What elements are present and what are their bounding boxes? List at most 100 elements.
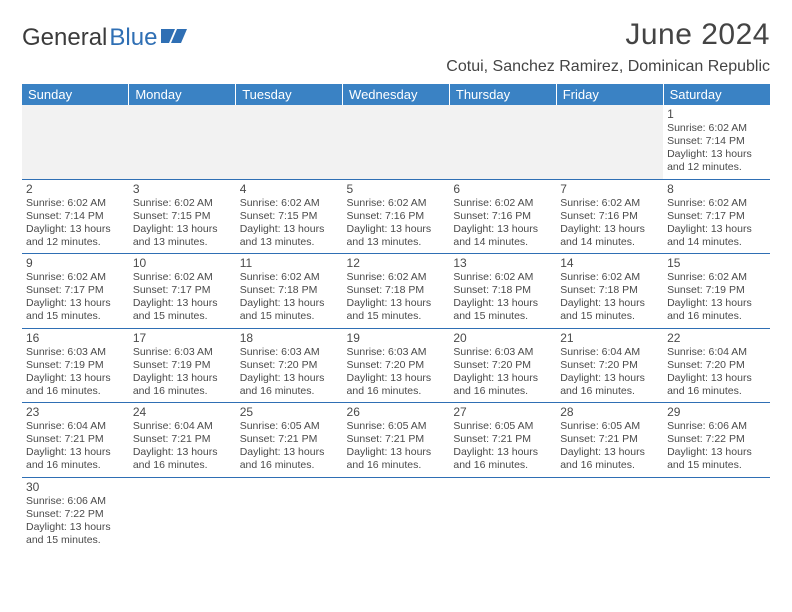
weekday-header: Saturday bbox=[663, 84, 770, 105]
calendar-cell: 28Sunrise: 6:05 AMSunset: 7:21 PMDayligh… bbox=[556, 403, 663, 478]
sunset-line: Sunset: 7:19 PM bbox=[667, 284, 766, 297]
calendar-cell: 10Sunrise: 6:02 AMSunset: 7:17 PMDayligh… bbox=[129, 254, 236, 329]
day-number: 22 bbox=[667, 331, 766, 345]
calendar-cell: 2Sunrise: 6:02 AMSunset: 7:14 PMDaylight… bbox=[22, 179, 129, 254]
day-number: 28 bbox=[560, 405, 659, 419]
sunrise-line: Sunrise: 6:02 AM bbox=[667, 197, 766, 210]
calendar-cell: 30Sunrise: 6:06 AMSunset: 7:22 PMDayligh… bbox=[22, 477, 129, 551]
sunset-line: Sunset: 7:19 PM bbox=[26, 359, 125, 372]
calendar-cell: 13Sunrise: 6:02 AMSunset: 7:18 PMDayligh… bbox=[449, 254, 556, 329]
sunset-line: Sunset: 7:18 PM bbox=[453, 284, 552, 297]
daylight-line: Daylight: 13 hours and 15 minutes. bbox=[560, 297, 659, 323]
weekday-header: Tuesday bbox=[236, 84, 343, 105]
calendar-cell bbox=[663, 477, 770, 551]
sunrise-line: Sunrise: 6:04 AM bbox=[133, 420, 232, 433]
sunrise-line: Sunrise: 6:02 AM bbox=[240, 197, 339, 210]
sunset-line: Sunset: 7:21 PM bbox=[26, 433, 125, 446]
sunrise-line: Sunrise: 6:02 AM bbox=[453, 197, 552, 210]
calendar-cell: 16Sunrise: 6:03 AMSunset: 7:19 PMDayligh… bbox=[22, 328, 129, 403]
daylight-line: Daylight: 13 hours and 14 minutes. bbox=[667, 223, 766, 249]
calendar-cell: 17Sunrise: 6:03 AMSunset: 7:19 PMDayligh… bbox=[129, 328, 236, 403]
calendar-cell bbox=[556, 477, 663, 551]
sunset-line: Sunset: 7:22 PM bbox=[667, 433, 766, 446]
day-number: 25 bbox=[240, 405, 339, 419]
weekday-header: Wednesday bbox=[343, 84, 450, 105]
sunrise-line: Sunrise: 6:02 AM bbox=[667, 122, 766, 135]
weekday-header: Sunday bbox=[22, 84, 129, 105]
daylight-line: Daylight: 13 hours and 14 minutes. bbox=[453, 223, 552, 249]
day-number: 29 bbox=[667, 405, 766, 419]
calendar-cell: 27Sunrise: 6:05 AMSunset: 7:21 PMDayligh… bbox=[449, 403, 556, 478]
month-title: June 2024 bbox=[446, 18, 770, 52]
sunrise-line: Sunrise: 6:03 AM bbox=[240, 346, 339, 359]
day-number: 8 bbox=[667, 182, 766, 196]
sunrise-line: Sunrise: 6:02 AM bbox=[667, 271, 766, 284]
day-number: 20 bbox=[453, 331, 552, 345]
day-number: 7 bbox=[560, 182, 659, 196]
sunset-line: Sunset: 7:21 PM bbox=[560, 433, 659, 446]
day-number: 4 bbox=[240, 182, 339, 196]
sunset-line: Sunset: 7:16 PM bbox=[453, 210, 552, 223]
day-number: 15 bbox=[667, 256, 766, 270]
daylight-line: Daylight: 13 hours and 15 minutes. bbox=[240, 297, 339, 323]
sunset-line: Sunset: 7:22 PM bbox=[26, 508, 125, 521]
day-number: 30 bbox=[26, 480, 125, 494]
day-number: 17 bbox=[133, 331, 232, 345]
sunset-line: Sunset: 7:15 PM bbox=[133, 210, 232, 223]
day-number: 5 bbox=[347, 182, 446, 196]
calendar-cell bbox=[343, 105, 450, 179]
daylight-line: Daylight: 13 hours and 13 minutes. bbox=[347, 223, 446, 249]
daylight-line: Daylight: 13 hours and 16 minutes. bbox=[26, 372, 125, 398]
calendar-cell: 6Sunrise: 6:02 AMSunset: 7:16 PMDaylight… bbox=[449, 179, 556, 254]
calendar-cell: 1Sunrise: 6:02 AMSunset: 7:14 PMDaylight… bbox=[663, 105, 770, 179]
calendar-cell: 8Sunrise: 6:02 AMSunset: 7:17 PMDaylight… bbox=[663, 179, 770, 254]
sunrise-line: Sunrise: 6:02 AM bbox=[347, 197, 446, 210]
calendar-cell: 24Sunrise: 6:04 AMSunset: 7:21 PMDayligh… bbox=[129, 403, 236, 478]
sunset-line: Sunset: 7:16 PM bbox=[560, 210, 659, 223]
day-number: 14 bbox=[560, 256, 659, 270]
daylight-line: Daylight: 13 hours and 13 minutes. bbox=[133, 223, 232, 249]
daylight-line: Daylight: 13 hours and 16 minutes. bbox=[560, 446, 659, 472]
daylight-line: Daylight: 13 hours and 16 minutes. bbox=[347, 372, 446, 398]
calendar-cell: 25Sunrise: 6:05 AMSunset: 7:21 PMDayligh… bbox=[236, 403, 343, 478]
sunrise-line: Sunrise: 6:03 AM bbox=[133, 346, 232, 359]
calendar-row: 16Sunrise: 6:03 AMSunset: 7:19 PMDayligh… bbox=[22, 328, 770, 403]
sunset-line: Sunset: 7:18 PM bbox=[240, 284, 339, 297]
calendar-row: 23Sunrise: 6:04 AMSunset: 7:21 PMDayligh… bbox=[22, 403, 770, 478]
calendar-cell: 11Sunrise: 6:02 AMSunset: 7:18 PMDayligh… bbox=[236, 254, 343, 329]
daylight-line: Daylight: 13 hours and 16 minutes. bbox=[453, 446, 552, 472]
calendar-cell: 4Sunrise: 6:02 AMSunset: 7:15 PMDaylight… bbox=[236, 179, 343, 254]
calendar-cell bbox=[449, 477, 556, 551]
day-number: 13 bbox=[453, 256, 552, 270]
day-number: 10 bbox=[133, 256, 232, 270]
calendar-cell: 12Sunrise: 6:02 AMSunset: 7:18 PMDayligh… bbox=[343, 254, 450, 329]
daylight-line: Daylight: 13 hours and 16 minutes. bbox=[347, 446, 446, 472]
day-number: 26 bbox=[347, 405, 446, 419]
header-bar: GeneralBlue June 2024 Cotui, Sanchez Ram… bbox=[22, 18, 770, 84]
day-number: 21 bbox=[560, 331, 659, 345]
daylight-line: Daylight: 13 hours and 15 minutes. bbox=[347, 297, 446, 323]
calendar-cell bbox=[343, 477, 450, 551]
sunrise-line: Sunrise: 6:04 AM bbox=[560, 346, 659, 359]
calendar-cell: 29Sunrise: 6:06 AMSunset: 7:22 PMDayligh… bbox=[663, 403, 770, 478]
sunset-line: Sunset: 7:20 PM bbox=[347, 359, 446, 372]
weekday-header: Thursday bbox=[449, 84, 556, 105]
daylight-line: Daylight: 13 hours and 15 minutes. bbox=[667, 446, 766, 472]
daylight-line: Daylight: 13 hours and 16 minutes. bbox=[240, 372, 339, 398]
day-number: 19 bbox=[347, 331, 446, 345]
calendar-body: 1Sunrise: 6:02 AMSunset: 7:14 PMDaylight… bbox=[22, 105, 770, 551]
calendar-cell bbox=[129, 105, 236, 179]
sunrise-line: Sunrise: 6:06 AM bbox=[667, 420, 766, 433]
calendar-cell: 26Sunrise: 6:05 AMSunset: 7:21 PMDayligh… bbox=[343, 403, 450, 478]
flag-icon bbox=[161, 27, 187, 45]
location-subtitle: Cotui, Sanchez Ramirez, Dominican Republ… bbox=[446, 58, 770, 76]
weekday-header: Friday bbox=[556, 84, 663, 105]
calendar-cell: 21Sunrise: 6:04 AMSunset: 7:20 PMDayligh… bbox=[556, 328, 663, 403]
day-number: 16 bbox=[26, 331, 125, 345]
calendar-cell: 19Sunrise: 6:03 AMSunset: 7:20 PMDayligh… bbox=[343, 328, 450, 403]
calendar-cell: 9Sunrise: 6:02 AMSunset: 7:17 PMDaylight… bbox=[22, 254, 129, 329]
day-number: 12 bbox=[347, 256, 446, 270]
daylight-line: Daylight: 13 hours and 12 minutes. bbox=[26, 223, 125, 249]
sunrise-line: Sunrise: 6:03 AM bbox=[347, 346, 446, 359]
sunset-line: Sunset: 7:18 PM bbox=[560, 284, 659, 297]
